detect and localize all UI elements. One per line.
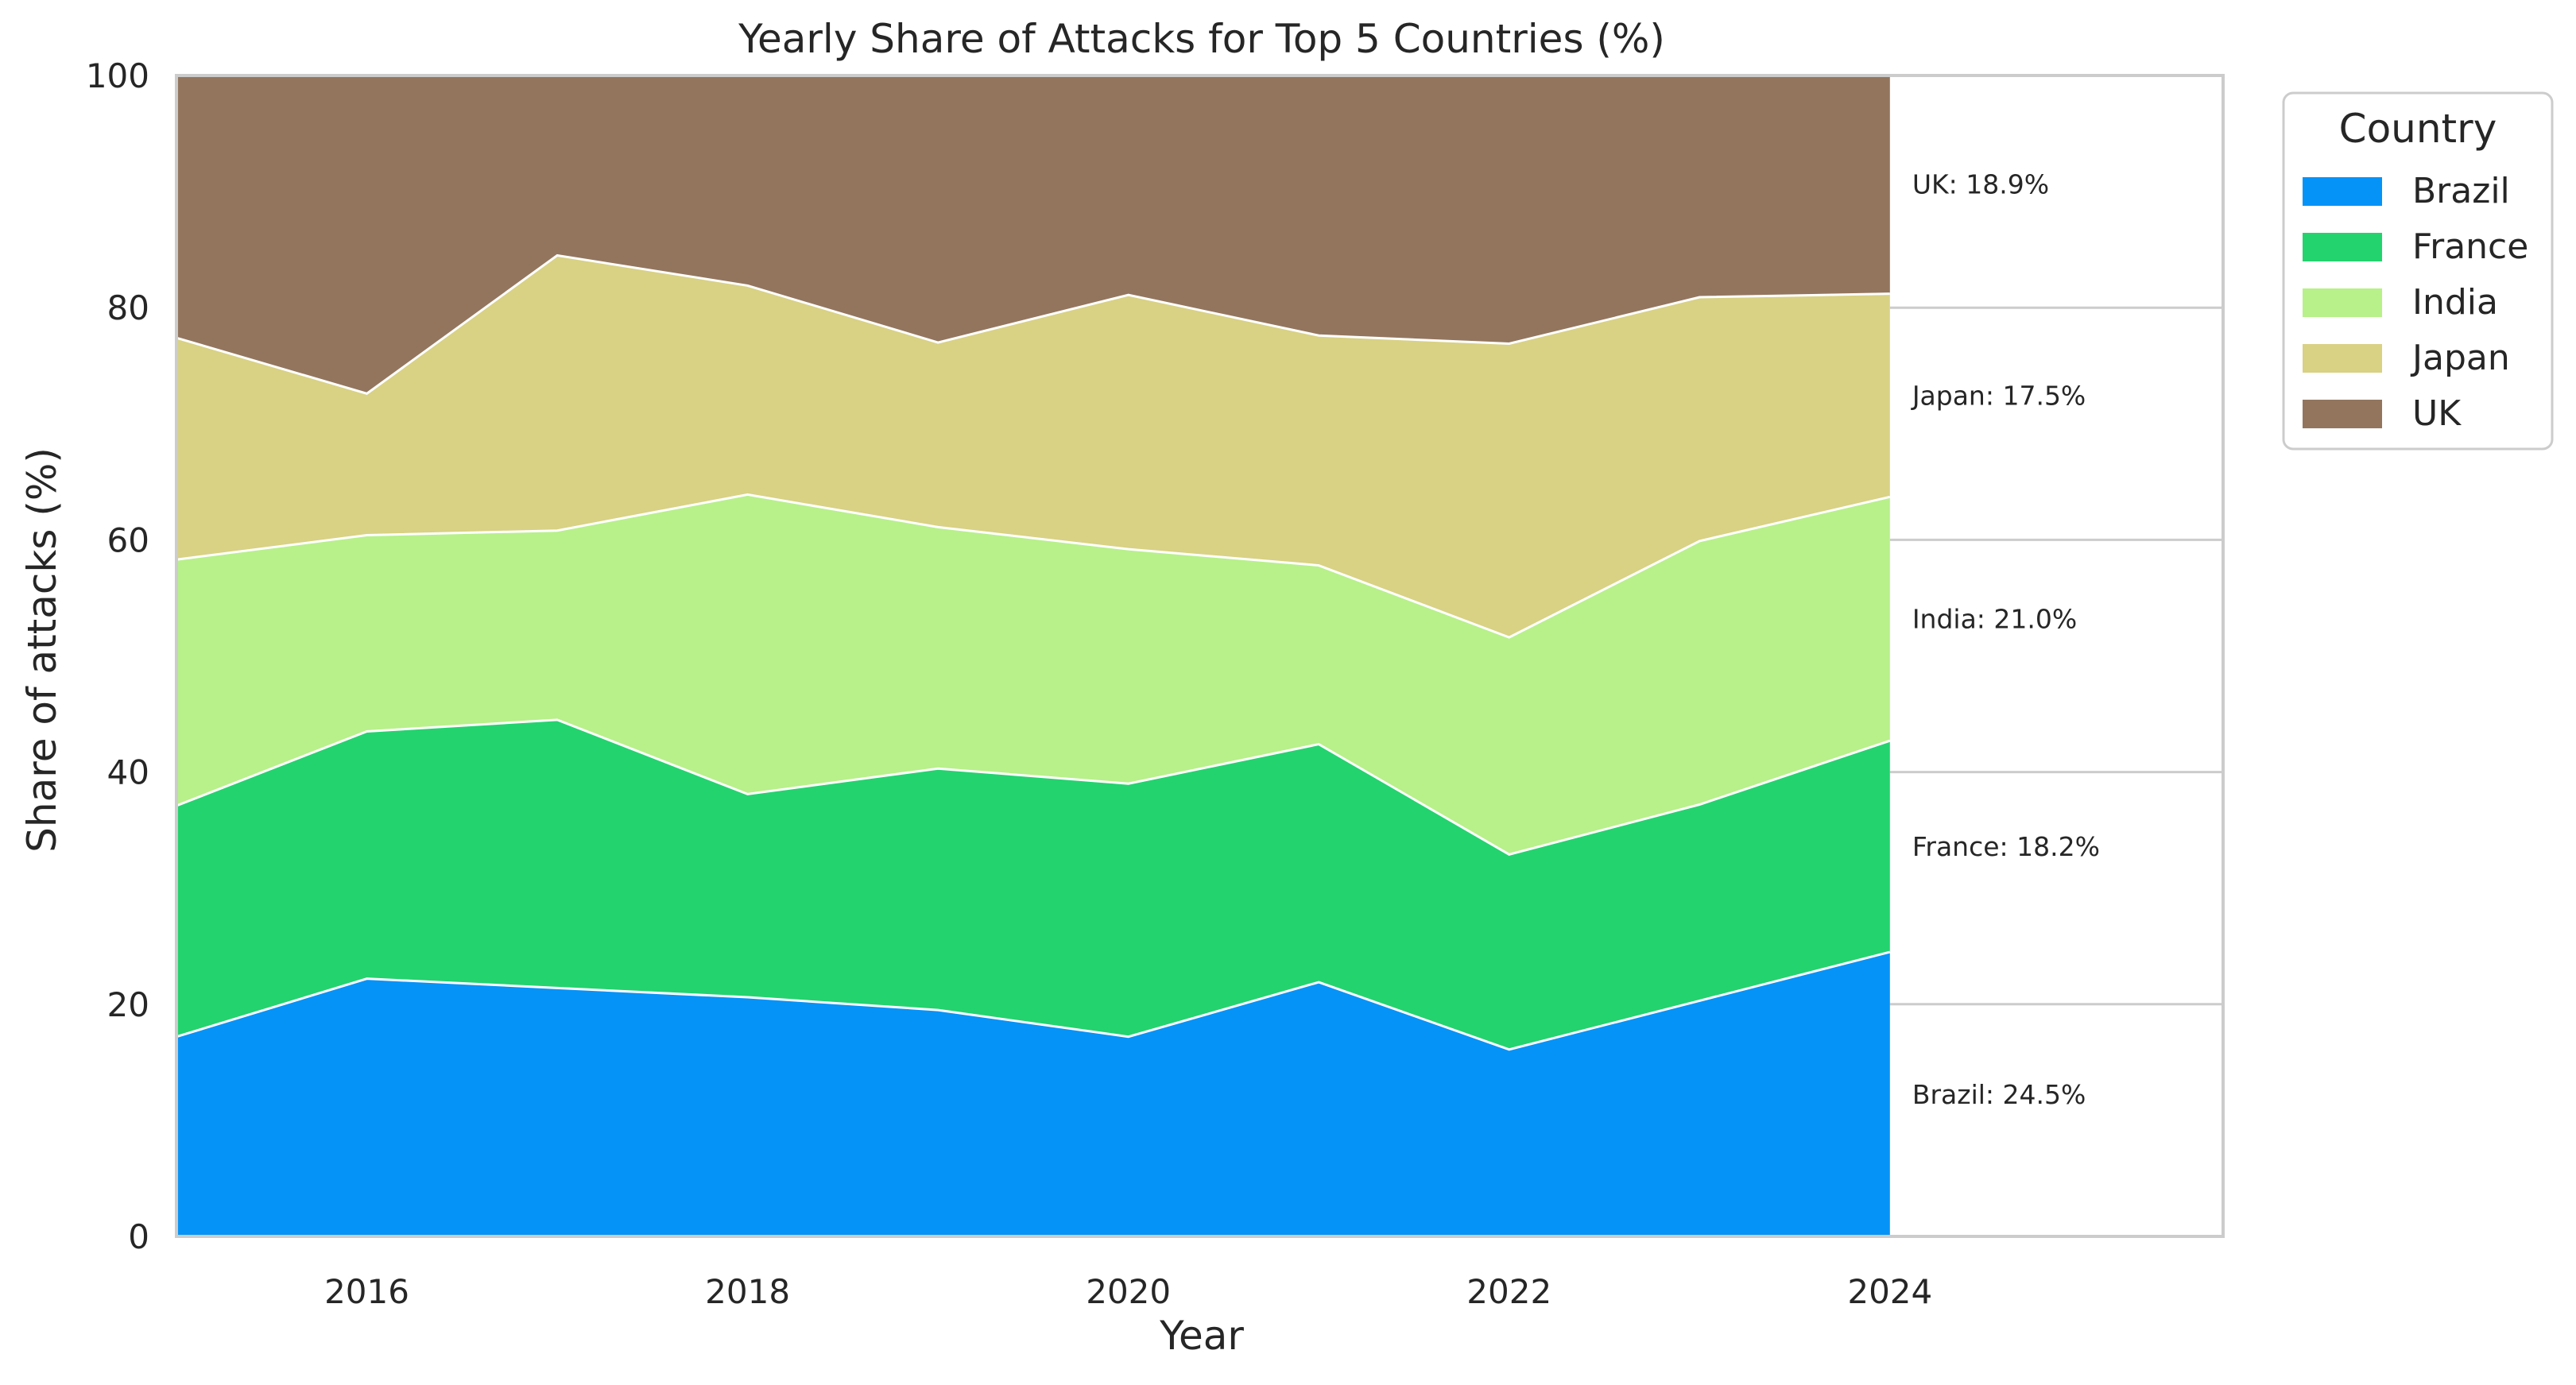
legend-label-uk: UK [2412,393,2462,434]
plot-frame [175,74,2225,1238]
boundary-line-india [176,493,1891,639]
area-india [176,494,1890,855]
boundary-line-japan [176,253,1890,395]
annotation-4: UK: 18.9% [1912,169,2049,200]
boundary-line-brazil [176,950,1891,1051]
annotation-0: Brazil: 24.5% [1912,1079,2086,1110]
y-tick-label-40: 40 [107,753,149,792]
boundary-line-france [176,718,1891,856]
x-tick-label-2022: 2022 [1466,1272,1551,1311]
legend-swatch-brazil [2303,177,2382,206]
annotation-2: India: 21.0% [1912,604,2077,635]
annotation-3: Japan: 17.5% [1911,381,2086,412]
legend-label-brazil: Brazil [2412,171,2510,211]
area-uk [176,74,1890,394]
y-tick-label-0: 0 [128,1217,149,1256]
legend-label-india: India [2412,282,2498,323]
x-tick-label-2016: 2016 [324,1272,409,1311]
annotation-1: France: 18.2% [1912,831,2100,862]
x-tick-label-2018: 2018 [705,1272,790,1311]
legend-swatch-france [2303,233,2382,261]
y-tick-label-20: 20 [107,985,149,1024]
legend-swatch-uk [2303,400,2382,428]
area-brazil [176,952,1890,1236]
x-tick-label-2024: 2024 [1847,1272,1932,1311]
y-tick-label-80: 80 [107,288,149,327]
chart-title: Yearly Share of Attacks for Top 5 Countr… [738,16,1665,62]
legend-title: Country [2339,106,2497,152]
legend-swatch-japan [2303,344,2382,373]
legend: Country Brazil France India Japan UK [2282,91,2554,451]
x-axis-label: Year [1159,1313,1244,1359]
area-france [176,719,1890,1050]
y-tick-label-60: 60 [107,520,149,559]
y-axis-label: Share of attacks (%) [19,447,65,853]
legend-swatch-india [2303,288,2382,317]
y-tick-label-100: 100 [86,56,149,95]
legend-label-japan: Japan [2410,338,2510,378]
legend-label-france: France [2412,226,2528,267]
x-tick-label-2020: 2020 [1086,1272,1171,1311]
area-japan [176,255,1890,638]
